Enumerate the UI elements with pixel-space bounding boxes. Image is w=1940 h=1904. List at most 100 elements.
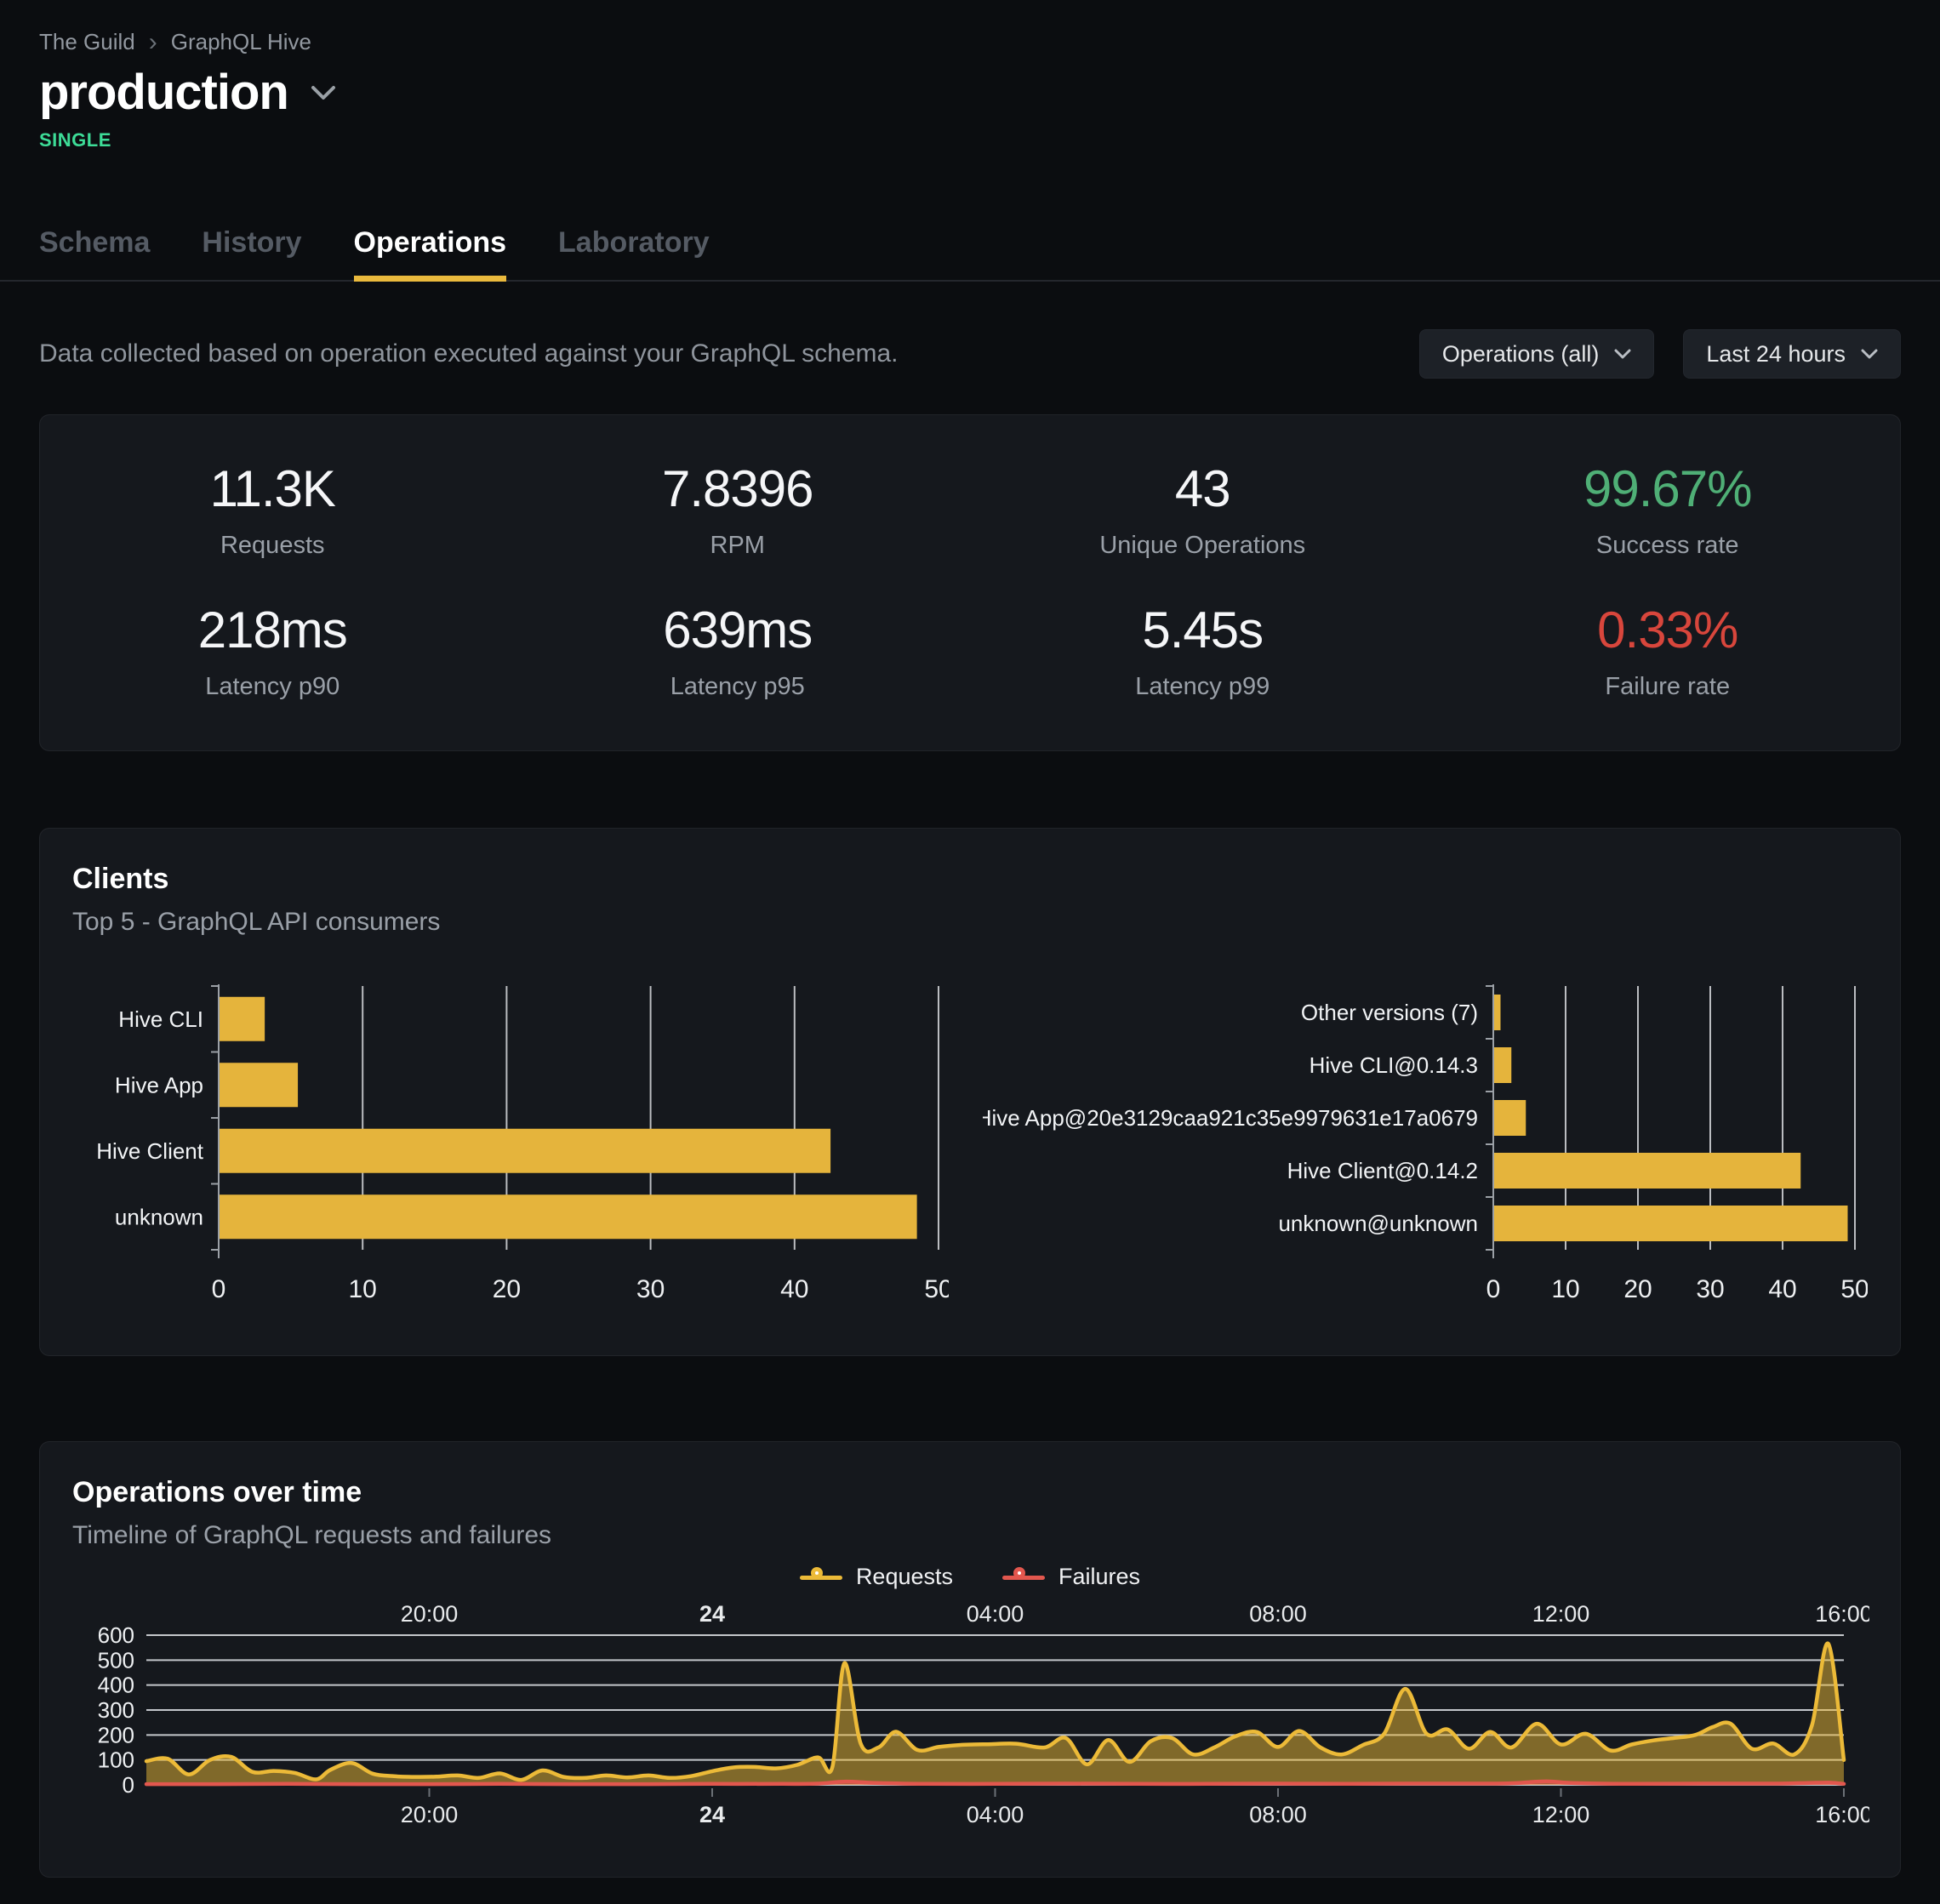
- stat-requests: 11.3K Requests: [40, 459, 505, 560]
- stat-value: 43: [1174, 460, 1231, 517]
- tab-history[interactable]: History: [202, 226, 302, 259]
- svg-text:50: 50: [924, 1275, 949, 1303]
- svg-text:24: 24: [699, 1802, 725, 1827]
- stat-value: 5.45s: [1142, 601, 1264, 658]
- svg-text:20:00: 20:00: [401, 1802, 459, 1827]
- controls-row: Data collected based on operation execut…: [39, 329, 1901, 379]
- target-selector-chevron-down-icon[interactable]: [311, 85, 336, 100]
- page-title: production: [39, 65, 289, 120]
- svg-text:20: 20: [493, 1275, 521, 1303]
- legend-item-failures[interactable]: Failures: [1002, 1564, 1140, 1590]
- stats-grid: 11.3K Requests 7.8396 RPM 43 Unique Operation…: [40, 459, 1900, 701]
- svg-text:40: 40: [1768, 1275, 1796, 1303]
- svg-text:Hive Client@0.14.2: Hive Client@0.14.2: [1287, 1158, 1478, 1183]
- svg-text:200: 200: [98, 1722, 134, 1747]
- breadcrumb-org[interactable]: The Guild: [39, 29, 135, 54]
- filters: Operations (all) Last 24 hours: [1418, 329, 1901, 379]
- svg-text:30: 30: [636, 1275, 665, 1303]
- svg-text:10: 10: [1551, 1275, 1579, 1303]
- clients-charts: Hive CLI Hive App Hive Client unknown 0 10 20 3…: [72, 978, 1868, 1318]
- svg-text:Hive Client: Hive Client: [96, 1138, 203, 1164]
- stat-value: 0.33%: [1597, 601, 1738, 658]
- svg-text:30: 30: [1696, 1275, 1724, 1303]
- tab-operations[interactable]: Operations: [353, 226, 507, 282]
- chevron-right-icon: ›: [148, 27, 157, 56]
- chart-legend: Requests Failures: [72, 1564, 1868, 1590]
- svg-text:10: 10: [349, 1275, 377, 1303]
- legend-marker-icon: [1002, 1566, 1046, 1587]
- svg-text:24: 24: [699, 1601, 725, 1627]
- stats-card: 11.3K Requests 7.8396 RPM 43 Unique Operation…: [39, 414, 1901, 751]
- clients-by-name-bar-chart: Hive CLI Hive App Hive Client unknown 0 10 20 3…: [96, 984, 949, 1303]
- operations-filter-dropdown[interactable]: Operations (all): [1418, 329, 1655, 379]
- operations-over-time-card: Operations over time Timeline of GraphQL…: [39, 1441, 1901, 1878]
- stat-label: Latency p95: [670, 673, 805, 700]
- stat-label: Requests: [220, 532, 325, 559]
- svg-text:unknown: unknown: [115, 1204, 203, 1229]
- clients-card: Clients Top 5 - GraphQL API consumers Hi…: [39, 828, 1901, 1356]
- stat-value: 218ms: [197, 601, 348, 658]
- svg-text:16:00: 16:00: [1815, 1601, 1869, 1627]
- svg-text:0: 0: [123, 1772, 134, 1798]
- svg-text:Hive App: Hive App: [115, 1072, 203, 1097]
- operations-filter-value: Operations (all): [1441, 340, 1600, 367]
- svg-text:Other versions (7): Other versions (7): [1301, 1000, 1478, 1025]
- svg-text:0: 0: [1486, 1275, 1501, 1303]
- stat-label: RPM: [710, 532, 765, 559]
- svg-text:08:00: 08:00: [1249, 1601, 1307, 1627]
- svg-text:500: 500: [98, 1647, 134, 1673]
- svg-text:20: 20: [1623, 1275, 1652, 1303]
- legend-item-requests[interactable]: Requests: [799, 1564, 954, 1590]
- stat-label: Latency p99: [1135, 673, 1270, 700]
- stat-label: Latency p90: [205, 673, 340, 700]
- stat-latency-p95: 639ms Latency p95: [505, 601, 971, 701]
- legend-label: Failures: [1058, 1564, 1141, 1589]
- stat-failure-rate: 0.33% Failure rate: [1435, 601, 1901, 701]
- stat-value: 99.67%: [1583, 460, 1752, 517]
- operations-card-title: Operations over time: [72, 1476, 362, 1508]
- clients-card-subtitle: Top 5 - GraphQL API consumers: [72, 908, 441, 936]
- svg-text:0: 0: [212, 1275, 226, 1303]
- stat-rpm: 7.8396 RPM: [505, 459, 971, 560]
- svg-text:600: 600: [98, 1622, 134, 1648]
- stat-latency-p90: 218ms Latency p90: [40, 601, 505, 701]
- svg-text:16:00: 16:00: [1815, 1802, 1869, 1827]
- stat-value: 7.8396: [661, 460, 814, 517]
- chevron-down-icon: [1614, 349, 1631, 359]
- svg-text:Hive CLI@0.14.3: Hive CLI@0.14.3: [1310, 1052, 1478, 1078]
- tab-schema[interactable]: Schema: [39, 226, 151, 259]
- legend-marker-icon: [799, 1566, 842, 1587]
- stat-unique-operations: 43 Unique Operations: [970, 459, 1435, 560]
- svg-text:unknown@unknown: unknown@unknown: [1278, 1211, 1478, 1236]
- stat-label: Unique Operations: [1099, 532, 1306, 559]
- svg-text:12:00: 12:00: [1532, 1802, 1590, 1827]
- svg-text:400: 400: [98, 1673, 134, 1698]
- svg-text:50: 50: [1840, 1275, 1868, 1303]
- legend-label: Requests: [855, 1564, 954, 1589]
- title-row: production: [39, 64, 1901, 121]
- stat-success-rate: 99.67% Success rate: [1435, 459, 1901, 560]
- stat-value: 639ms: [663, 601, 813, 658]
- target-type-badge: SINGLE: [39, 129, 111, 151]
- svg-text:12:00: 12:00: [1532, 1601, 1590, 1627]
- stat-label: Success rate: [1595, 532, 1739, 559]
- svg-text:04:00: 04:00: [967, 1802, 1024, 1827]
- breadcrumb: The Guild › GraphQL Hive: [39, 29, 1901, 55]
- period-filter-value: Last 24 hours: [1706, 340, 1846, 367]
- svg-text:300: 300: [98, 1697, 134, 1723]
- clients-by-version-bar-chart: Other versions (7) Hive CLI@0.14.3 Hive Ap…: [983, 984, 1868, 1303]
- svg-text:Hive App@20e3129caa921c35e9979: Hive App@20e3129caa921c35e9979631e17a067…: [983, 1105, 1478, 1131]
- breadcrumb-project[interactable]: GraphQL Hive: [170, 29, 311, 54]
- page-description: Data collected based on operation execut…: [39, 339, 899, 368]
- period-filter-dropdown[interactable]: Last 24 hours: [1683, 329, 1901, 379]
- svg-text:20:00: 20:00: [401, 1601, 459, 1627]
- svg-text:40: 40: [780, 1275, 808, 1303]
- svg-text:08:00: 08:00: [1249, 1802, 1307, 1827]
- tab-laboratory[interactable]: Laboratory: [558, 226, 710, 259]
- svg-text:100: 100: [98, 1747, 134, 1773]
- clients-card-title: Clients: [72, 863, 169, 895]
- svg-text:04:00: 04:00: [967, 1601, 1024, 1627]
- stat-latency-p99: 5.45s Latency p99: [970, 601, 1435, 701]
